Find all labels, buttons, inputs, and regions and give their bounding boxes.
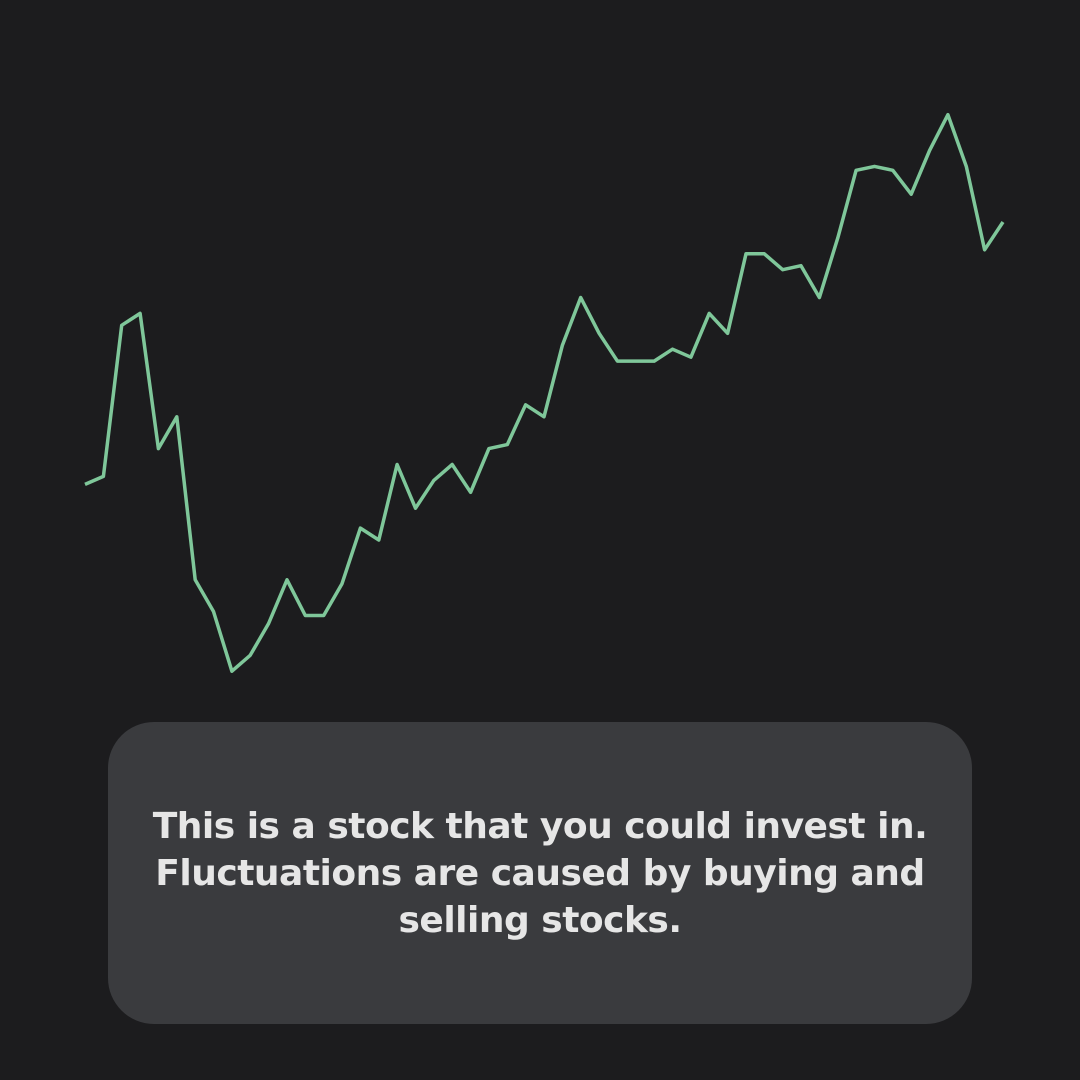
stock-price-chart (84, 112, 1005, 673)
caption-card: This is a stock that you could invest in… (108, 722, 972, 1024)
chart-plot-area (84, 112, 1005, 673)
stock-price-line (84, 112, 1005, 673)
caption-text: This is a stock that you could invest in… (152, 805, 928, 941)
